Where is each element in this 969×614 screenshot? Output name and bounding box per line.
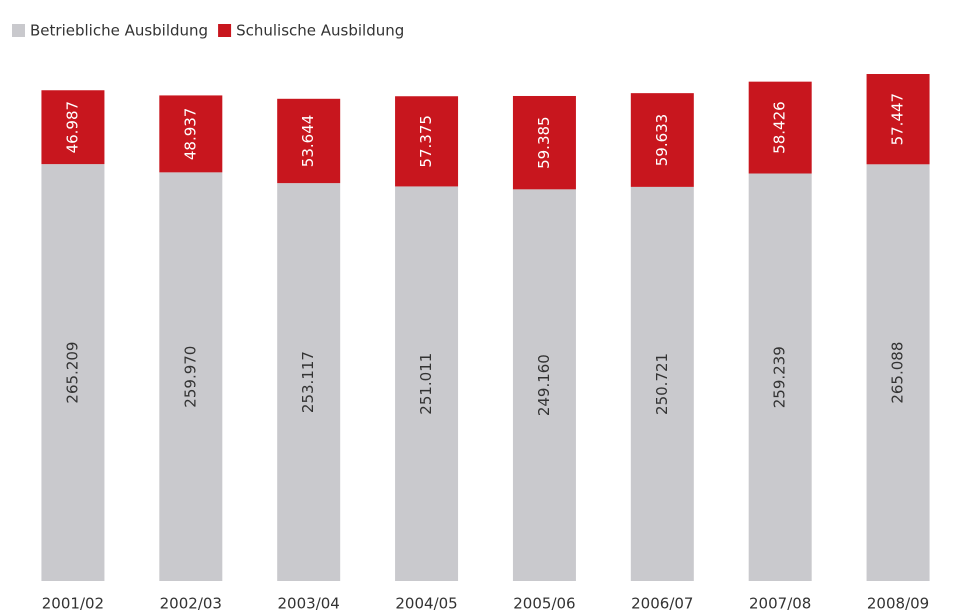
x-tick-label: 2002/03 <box>160 595 222 613</box>
value-label: 57.375 <box>417 115 435 168</box>
bar-segment <box>512 95 576 190</box>
bar-segment <box>866 164 930 581</box>
value-label: 265.088 <box>889 342 907 404</box>
legend-label: Schulische Ausbildung <box>236 22 404 40</box>
value-label: 58.426 <box>771 101 789 154</box>
x-tick-label: 2008/09 <box>867 595 929 613</box>
bar-segment <box>512 189 576 581</box>
bar-segment <box>159 172 223 581</box>
bar-segment <box>277 183 341 582</box>
value-label: 249.160 <box>535 354 553 416</box>
bar-segment <box>748 81 812 174</box>
legend-label: Betriebliche Ausbildung <box>30 22 208 40</box>
bar-segment <box>395 96 459 187</box>
legend-swatch <box>218 24 232 37</box>
value-label: 53.644 <box>299 115 317 168</box>
legend-swatch <box>12 24 25 37</box>
x-tick-label: 2006/07 <box>631 595 693 613</box>
bar-segment <box>630 93 694 187</box>
bar-segment <box>41 164 105 581</box>
x-tick-label: 2001/02 <box>42 595 104 613</box>
value-label: 250.721 <box>653 353 671 415</box>
value-label: 48.937 <box>181 108 199 161</box>
bar-segment <box>748 173 812 581</box>
x-tick-label: 2005/06 <box>513 595 575 613</box>
x-tick-label: 2004/05 <box>395 595 457 613</box>
x-tick-label: 2007/08 <box>749 595 811 613</box>
bar-segment <box>159 95 223 173</box>
bar-segment <box>630 186 694 581</box>
value-label: 57.447 <box>889 93 907 146</box>
value-label: 259.239 <box>771 346 789 408</box>
bar-segment <box>277 98 341 184</box>
value-label: 253.117 <box>299 351 317 413</box>
value-label: 259.970 <box>181 346 199 408</box>
bar-segment <box>395 186 459 581</box>
value-label: 265.209 <box>63 342 81 404</box>
value-label: 59.385 <box>535 116 553 169</box>
value-label: 251.011 <box>417 353 435 415</box>
x-tick-label: 2003/04 <box>278 595 340 613</box>
value-label: 59.633 <box>653 114 671 167</box>
value-label: 46.987 <box>63 101 81 154</box>
bar-segment <box>866 74 930 165</box>
bar-segment <box>41 90 105 165</box>
